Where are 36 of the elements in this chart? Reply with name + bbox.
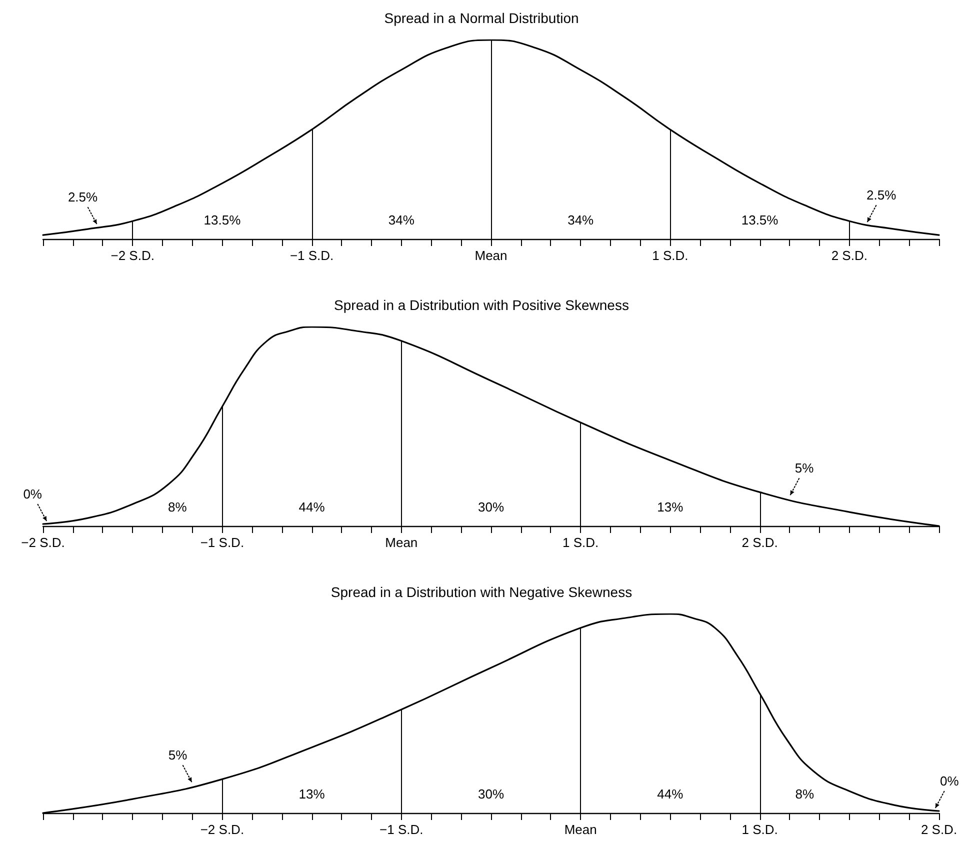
chart-title: Spread in a Distribution with Positive Skewness (334, 297, 629, 313)
annotation: 13% (298, 786, 326, 802)
annotation: 5% (168, 748, 188, 763)
annotation: 34% (568, 212, 594, 228)
x-tick-label: 1 S.D. (562, 535, 599, 550)
annotation: 13% (657, 500, 684, 514)
chart-title: Spread in a Distribution with Negative Skewness (330, 584, 632, 600)
annotation: 13.5% (204, 212, 242, 228)
annotation: 44% (298, 500, 326, 514)
x-tick-label: −2 S.D. (200, 822, 244, 837)
annotation: 44% (657, 786, 684, 802)
x-tick-label: −1 S.D. (200, 535, 244, 550)
annotation: 8% (168, 500, 188, 514)
x-tick-label: −2 S.D. (21, 535, 65, 550)
x-tick-label: 1 S.D. (742, 822, 778, 837)
annotation: 2.5% (866, 188, 897, 203)
x-tick-label: −2 S.D. (110, 248, 154, 263)
x-tick-label: 2 S.D. (831, 248, 868, 263)
annotation: 5% (794, 460, 814, 476)
chart-title: Spread in a Normal Distribution (384, 10, 579, 26)
x-tick-label: −1 S.D. (380, 822, 424, 837)
annotation: 30% (478, 786, 504, 802)
annotation: 0% (940, 774, 960, 789)
annotation: 13.5% (741, 212, 779, 228)
annotation: 30% (478, 500, 504, 514)
annotation: 34% (388, 212, 415, 228)
annotation: 8% (795, 786, 814, 802)
x-tick-label: 1 S.D. (652, 248, 688, 263)
annotation: 2.5% (68, 190, 98, 205)
x-tick-label: Mean (564, 822, 597, 837)
x-tick-label: 2 S.D. (742, 535, 778, 550)
x-tick-label: Mean (385, 535, 418, 550)
x-tick-label: −1 S.D. (290, 248, 334, 263)
x-tick-label: 2 S.D. (920, 822, 958, 837)
annotation: 0% (23, 486, 42, 502)
x-tick-label: Mean (474, 248, 508, 263)
